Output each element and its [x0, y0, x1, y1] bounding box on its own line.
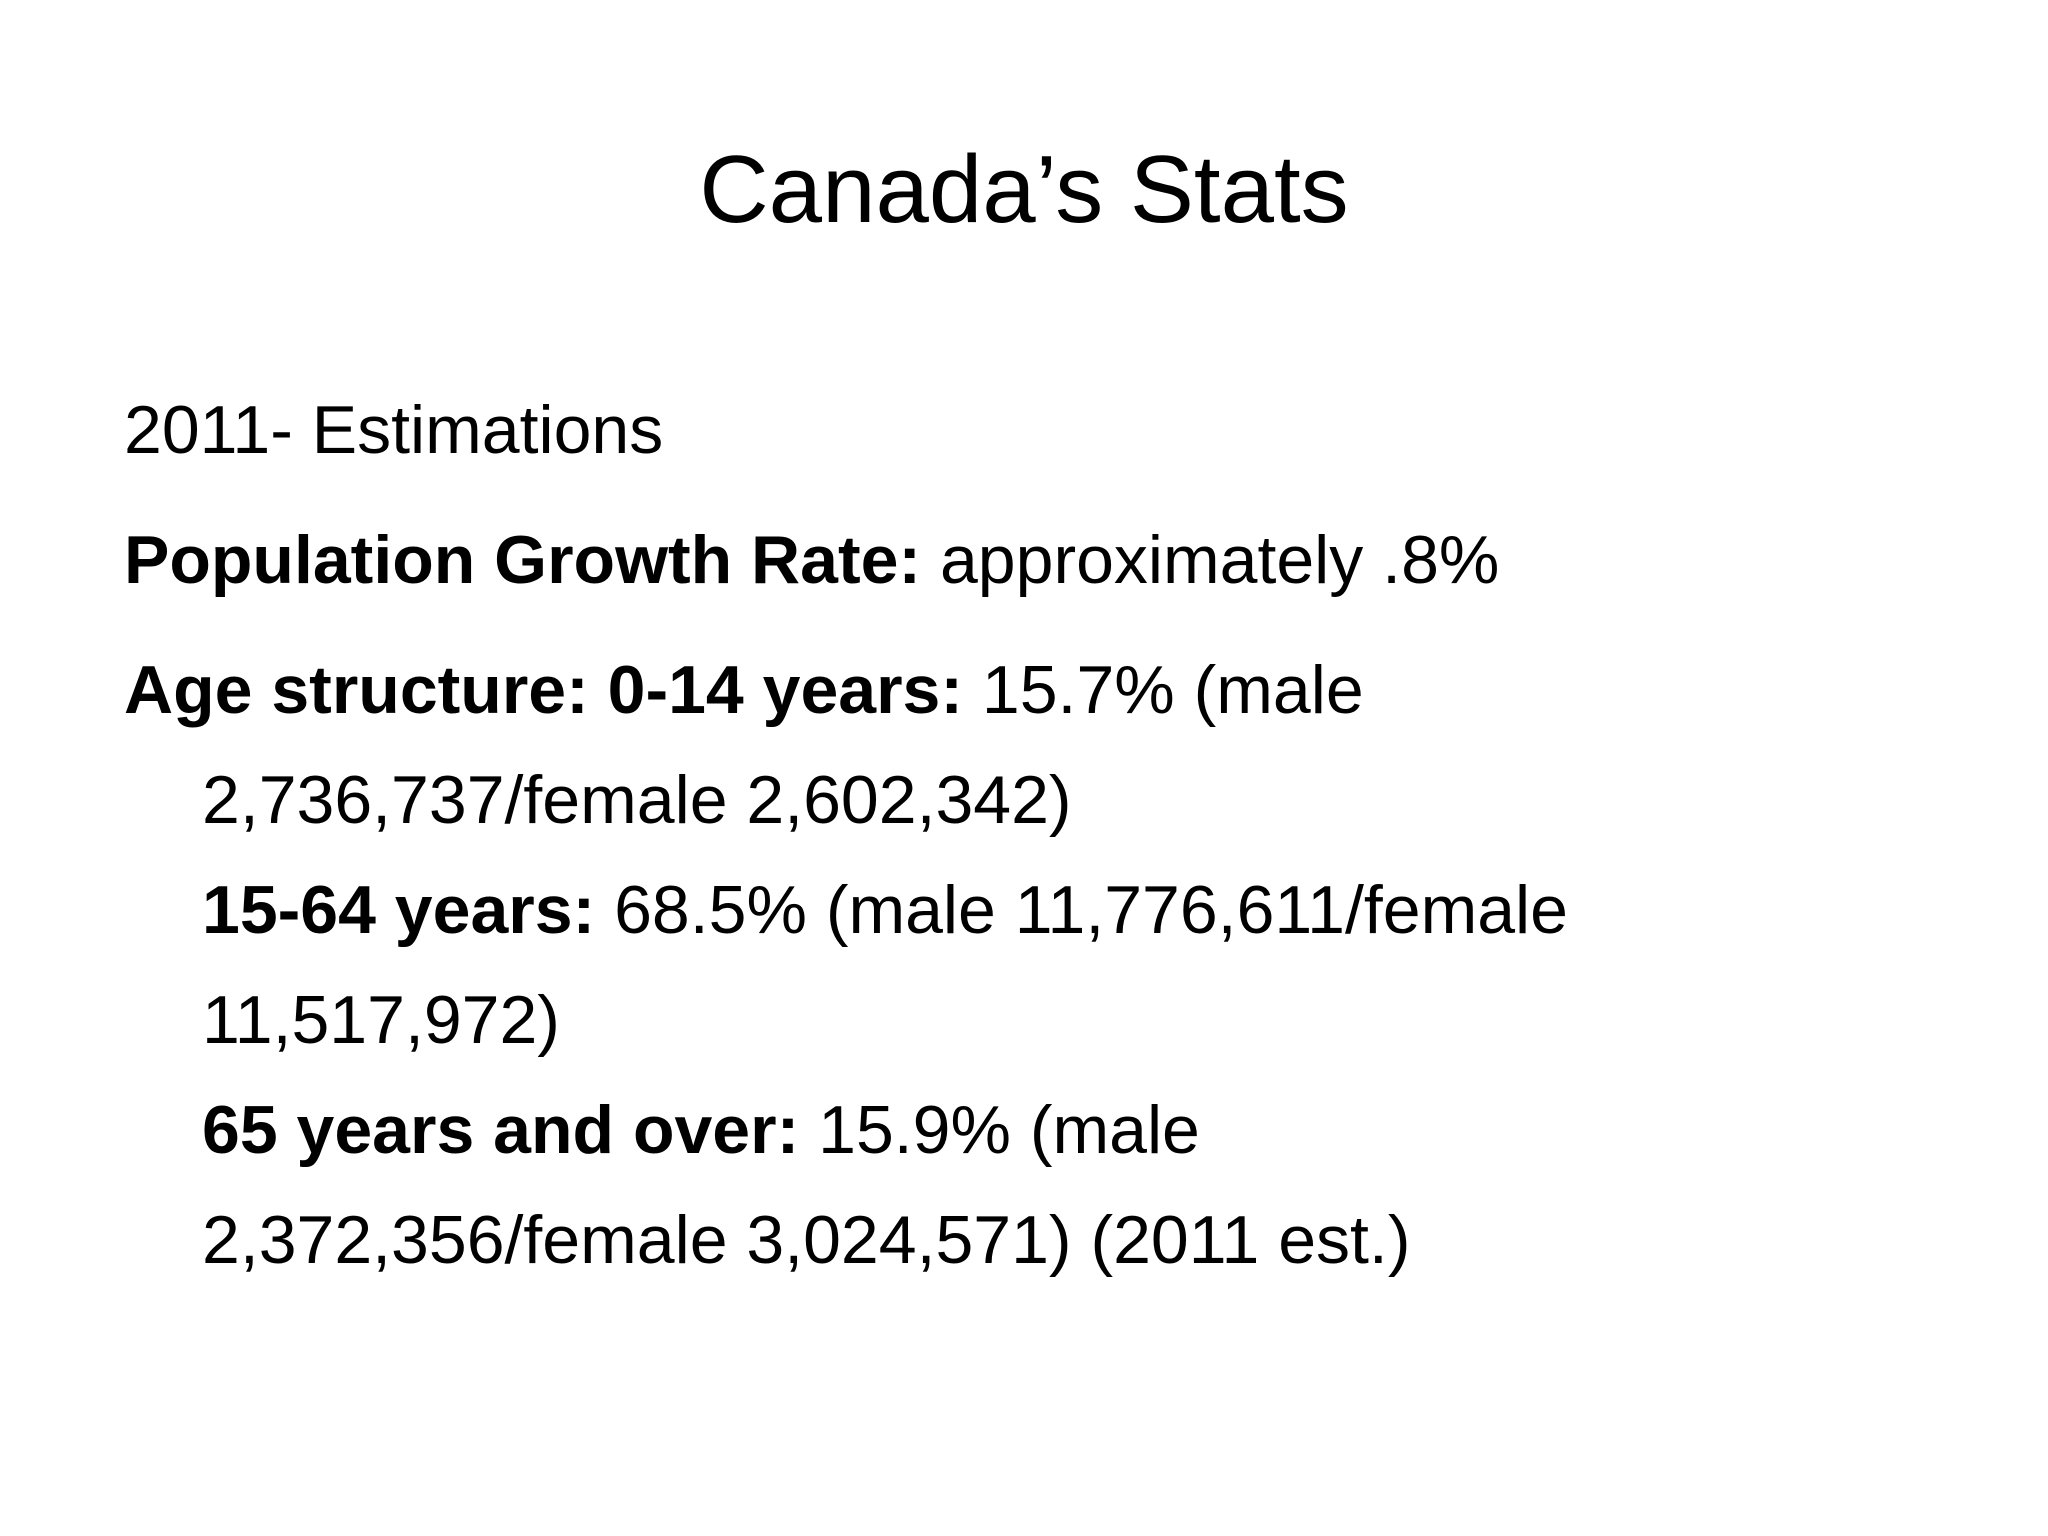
text-value: 15.7% (male	[981, 652, 1364, 728]
text-value: 68.5% (male 11,776,611/female	[614, 872, 1568, 948]
text-line: Age structure: 0-14 years: 15.7% (male	[124, 645, 1364, 735]
text-line: 65 years and over: 15.9% (male	[202, 1085, 1200, 1175]
bold-label: Population Growth Rate:	[124, 522, 922, 598]
text-line: Population Growth Rate: approximately .8…	[124, 515, 1499, 605]
text-line: 11,517,972)	[202, 975, 560, 1065]
text-value: approximately .8%	[939, 522, 1500, 598]
bold-label: Age structure: 0-14 years:	[124, 652, 964, 728]
text-value: 2011- Estimations	[124, 392, 664, 468]
text-line: 15-64 years: 68.5% (male 11,776,611/fema…	[202, 865, 1568, 955]
text-line: 2,736,737/female 2,602,342)	[202, 755, 1072, 845]
text-value: 2,372,356/female 3,024,571) (2011 est.)	[202, 1202, 1411, 1278]
bold-label: 15-64 years:	[202, 872, 596, 948]
text-line: 2011- Estimations	[124, 385, 663, 475]
text-value: 11,517,972)	[202, 982, 560, 1058]
slide-title: Canada’s Stats	[699, 136, 1349, 243]
text-value: 15.9% (male	[818, 1092, 1200, 1168]
text-value: 2,736,737/female 2,602,342)	[202, 762, 1072, 838]
bold-label: 65 years and over:	[202, 1092, 800, 1168]
text-line: 2,372,356/female 3,024,571) (2011 est.)	[202, 1195, 1410, 1285]
